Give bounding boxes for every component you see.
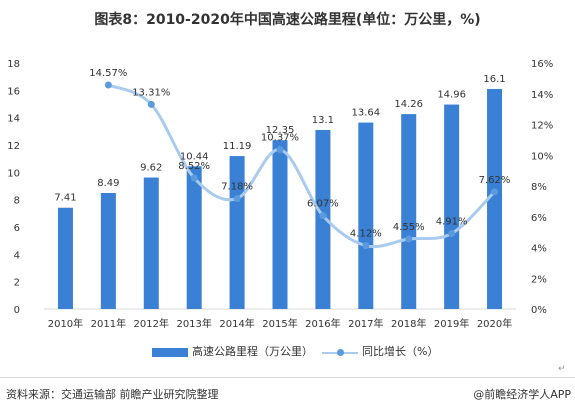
bar-value-label: 14.96 [437, 90, 466, 101]
y-right-tick-label: 0% [531, 305, 547, 316]
bar [272, 140, 288, 309]
x-tick-label: 2013年 [176, 317, 211, 330]
x-tick-label: 2015年 [262, 317, 297, 330]
bar [100, 192, 116, 309]
legend: 高速公路里程（万公里） 同比增长（%） [0, 343, 575, 361]
growth-line-path [106, 83, 497, 249]
brand-text: @前瞻经济学人APP [473, 388, 571, 401]
bar-value-label: 13.1 [312, 115, 334, 126]
return-icon: ↵ [558, 364, 566, 374]
growth-line [104, 81, 499, 250]
growth-value-label: 10.37% [261, 133, 299, 144]
bar-value-label: 7.41 [54, 193, 76, 204]
y-left-tick-label: 4 [14, 250, 20, 261]
y-left-tick-label: 6 [14, 223, 20, 234]
legend-item-growth: 同比增长（%） [322, 343, 438, 359]
x-tick-label: 2019年 [434, 317, 469, 330]
y-right-tick-label: 2% [531, 274, 547, 285]
bar-value-label: 9.62 [140, 163, 162, 174]
growth-value-label: 8.52% [178, 161, 210, 172]
bar [57, 207, 73, 309]
footer-divider [0, 377, 575, 378]
y-left-tick-label: 12 [7, 141, 20, 152]
y-right-tick-label: 4% [531, 244, 547, 255]
growth-value-label: 6.07% [307, 199, 339, 210]
growth-value-label: 7.62% [479, 175, 511, 186]
growth-value-label: 13.31% [132, 87, 170, 98]
growth-value-label: 4.12% [350, 229, 382, 240]
y-left-tick-label: 10 [7, 168, 20, 179]
legend-bar-swatch [152, 347, 188, 357]
growth-point [276, 146, 284, 154]
y-right-tick-label: 16% [531, 59, 553, 70]
bars [57, 88, 503, 310]
bar-value-label: 8.49 [97, 178, 119, 189]
growth-point [362, 242, 370, 250]
x-tick-label: 2016年 [305, 317, 340, 330]
bar-value-label: 10.44 [180, 151, 209, 162]
x-tick-label: 2010年 [48, 317, 83, 330]
source-text: 资料来源：交通运输部 前瞻产业研究院整理 [6, 388, 219, 401]
growth-value-label: 14.57% [89, 68, 127, 79]
y-left-tick-label: 18 [7, 59, 20, 70]
y-right-tick-label: 6% [531, 213, 547, 224]
bar [487, 88, 503, 309]
growth-point [405, 235, 413, 243]
growth-point [448, 230, 456, 238]
bar [143, 177, 159, 309]
y-right-tick-label: 14% [531, 90, 553, 101]
bar-value-label: 11.19 [223, 141, 252, 152]
legend-item-mileage: 高速公路里程（万公里） [152, 343, 313, 359]
y-right-tick-label: 8% [531, 182, 547, 193]
y-right-tick-label: 12% [531, 121, 553, 132]
x-tick-label: 2012年 [134, 317, 169, 330]
growth-value-label: 4.55% [393, 222, 425, 233]
axes: 0 2 4 6 8 10 12 14 16 18 0% 2% 4% 6% 8% 10% 12% 14% 16% 201… [7, 59, 553, 330]
y-left-tick-label: 2 [14, 278, 20, 289]
legend-label-mileage: 高速公路里程（万公里） [192, 345, 313, 358]
x-tick-label: 2011年 [91, 317, 126, 330]
bar [186, 166, 202, 309]
bar-value-label: 16.1 [483, 74, 505, 85]
growth-point [233, 195, 241, 203]
bar [229, 156, 245, 309]
x-tick-label: 2014年 [219, 317, 254, 330]
bar [315, 129, 331, 309]
bar-value-label: 13.64 [351, 108, 380, 119]
y-left-tick-label: 16 [7, 86, 20, 97]
growth-point [319, 212, 327, 220]
data-labels: 7.41 8.49 9.62 10.44 11.19 12.35 13.1 13.64 14.2… [54, 68, 510, 240]
bar-value-label: 14.26 [394, 99, 423, 110]
growth-value-label: 4.91% [436, 217, 468, 228]
bar [444, 104, 460, 310]
growth-point [190, 174, 198, 182]
x-tick-label: 2018年 [391, 317, 426, 330]
bar-value-label: 12.35 [266, 125, 295, 136]
bar [358, 122, 374, 309]
y-left-tick-label: 8 [14, 196, 20, 207]
growth-point [104, 81, 112, 89]
y-right-tick-label: 10% [531, 151, 553, 162]
chart-title: 图表8：2010-2020年中国高速公路里程(单位：万公里，%) [94, 12, 481, 28]
growth-value-label: 7.18% [221, 182, 253, 193]
legend-line-swatch [322, 348, 358, 357]
y-left-tick-label: 0 [14, 305, 20, 316]
x-tick-label: 2020年 [477, 317, 512, 330]
bar [401, 114, 417, 309]
growth-point [491, 188, 499, 196]
growth-point [147, 100, 155, 108]
legend-label-growth: 同比增长（%） [362, 345, 439, 358]
y-left-tick-label: 14 [7, 114, 20, 125]
x-tick-label: 2017年 [348, 317, 383, 330]
